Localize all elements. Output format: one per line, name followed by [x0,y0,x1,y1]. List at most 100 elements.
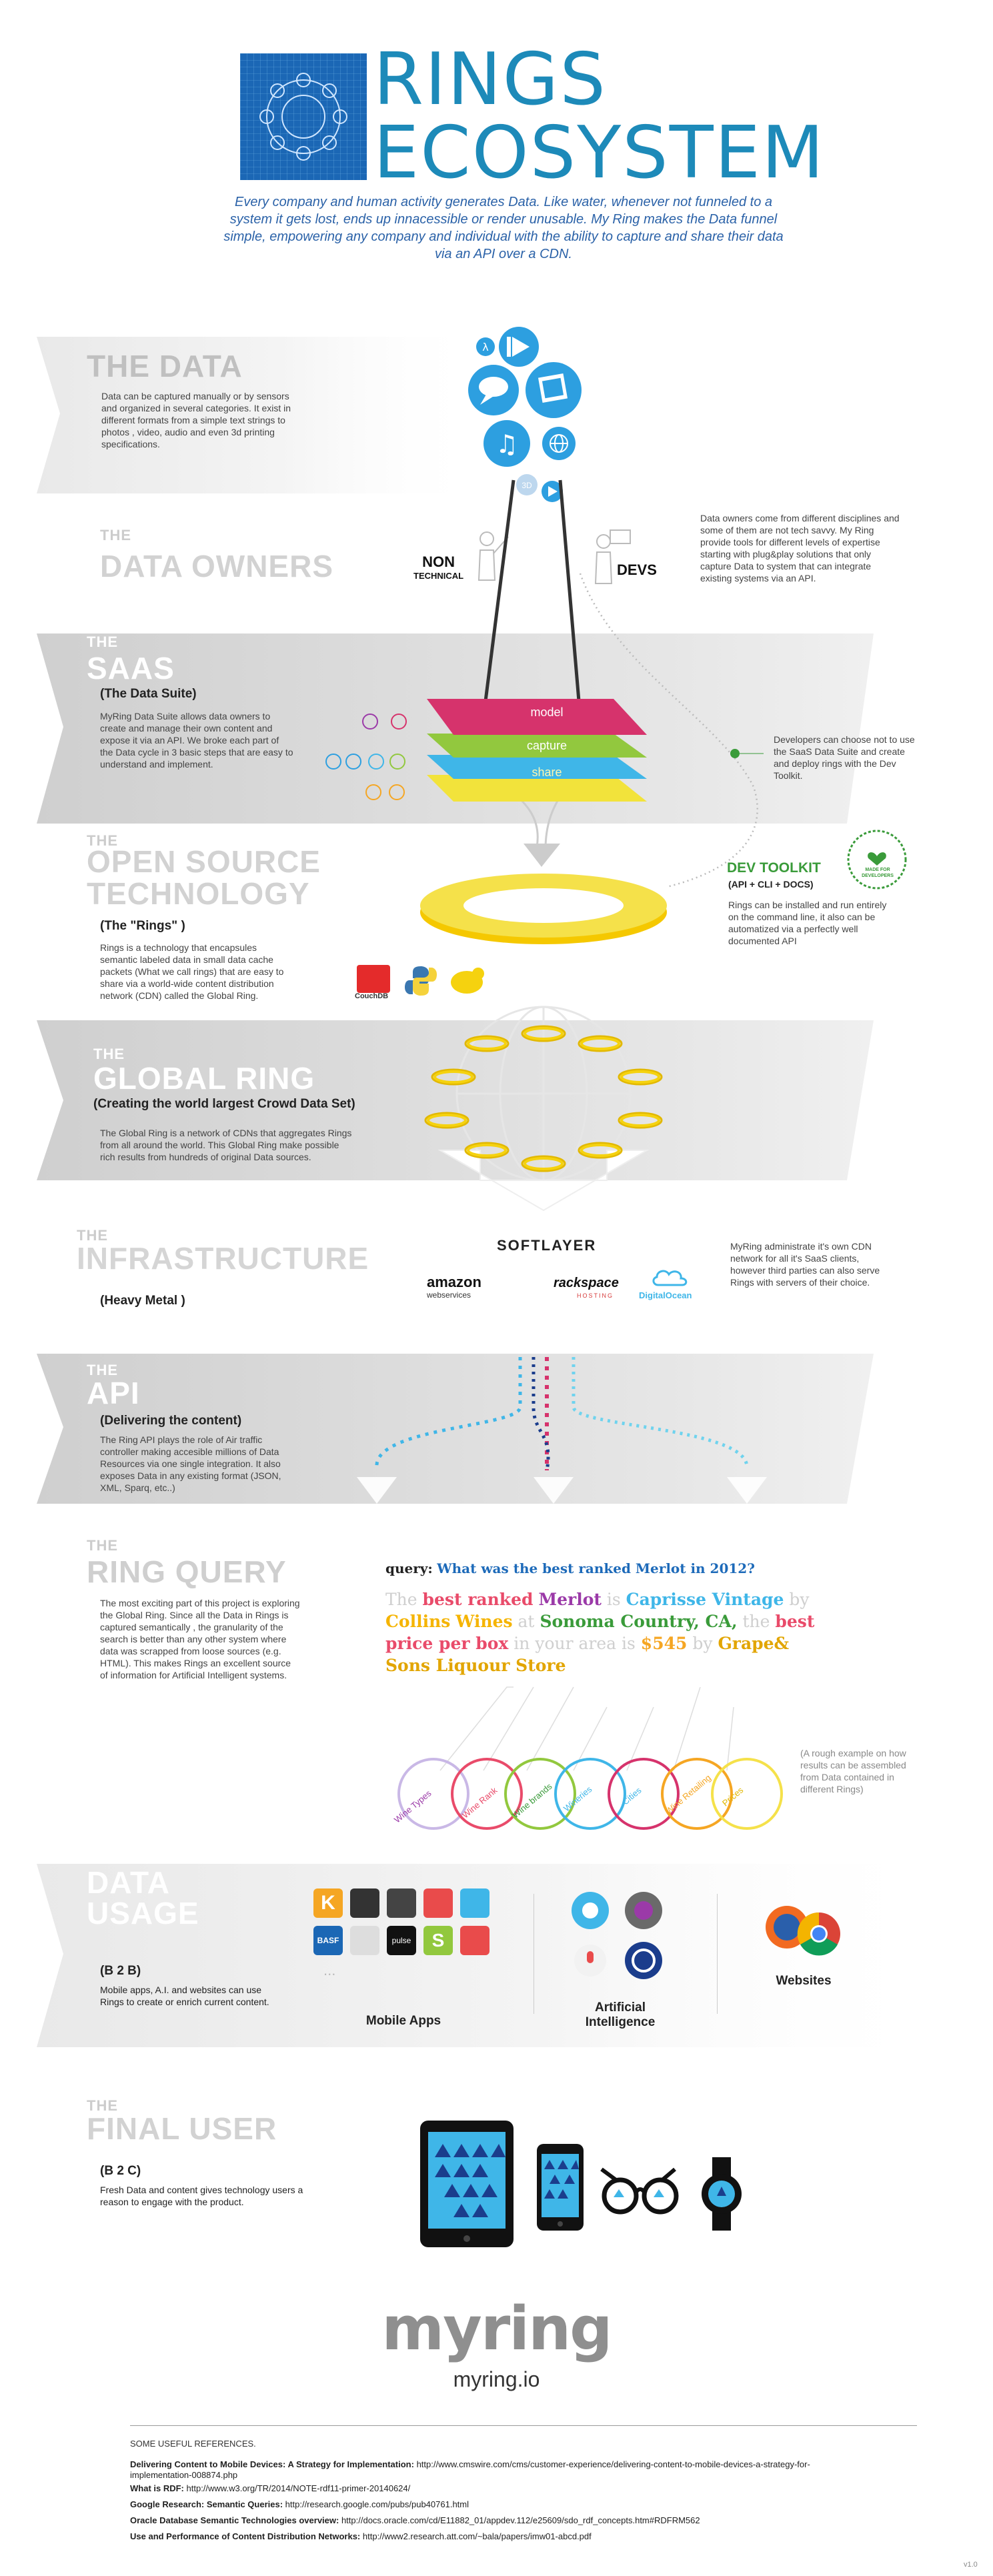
page-title: RINGS ECOSYSTEM [373,43,825,190]
query-answer: The best ranked Merlot is Caprisse Vinta… [385,1590,815,1675]
couchdb-logo-icon [357,965,390,993]
ai-icons [572,1892,662,1979]
devs-label: DEVS [617,561,657,578]
capture-label: capture [526,739,568,752]
section-subtitle: (The Data Suite) [100,687,197,701]
section-title: RING QUERY [87,1554,287,1589]
mobile-apps-label: Mobile Apps [365,2014,441,2028]
app-basf-icon: BASF [313,1926,343,1955]
divider [717,1894,718,2014]
section-title: THE DATA [87,349,243,383]
section-kicker: THE [100,527,131,543]
title-line-2: ECOSYSTEM [373,111,826,195]
section-kicker: THE [87,1362,118,1378]
dev-toolkit-sub: (API + CLI + DOCS) [728,879,814,890]
3d-icon [516,474,538,495]
reference-item: Delivering Content to Mobile Devices: A … [130,2459,810,2480]
more-apps-dots: ... [323,1962,336,1979]
websites-label: Websites [776,1974,832,1988]
share-layer [427,775,647,802]
data-format-icons: λ ♫ 3D [468,327,582,502]
drop-icon [391,714,407,730]
model-label: model [530,706,564,719]
section-body: Data can be captured manually or by sens… [101,391,291,449]
digitalocean-logo: DigitalOcean [639,1290,692,1300]
section-body: Fresh Data and content gives technology … [100,2185,303,2207]
query-line: query: What was the best ranked Merlot i… [385,1560,755,1576]
query-label: query: [385,1560,433,1576]
reference-item: What is RDF: http://www.w3.org/TR/2014/N… [130,2483,411,2493]
sun-icon [365,784,381,800]
section-subtitle: (B 2 B) [100,1964,141,1978]
couchdb-label: CouchDB [355,992,389,1000]
section-body: The most exciting part of this project i… [100,1598,300,1680]
section-body: MyRing administrate it's own CDN network… [730,1241,880,1288]
non-technical-label: NON TECHNICAL [413,553,464,581]
section-body: Rings is a technology that encapsules se… [100,942,284,1001]
myring-url: myring.io [453,2367,540,2391]
section-title: OPEN SOURCE TECHNOLOGY [87,844,321,911]
section-kicker: THE [87,633,118,650]
section-body: Mobile apps, A.I. and websites can use R… [100,1985,269,2007]
section-title: GLOBAL RING [93,1061,315,1096]
share-label: share [532,766,562,779]
thermo-icon [345,754,361,770]
app-s-icon: S [423,1926,453,1955]
dev-toolkit-body: Rings can be installed and run entirely … [728,900,887,946]
app-k-icon: K [313,1888,343,1918]
dev-note: Developers can choose not to use the Saa… [774,734,915,781]
data-suite-layers [427,699,647,802]
lambda-icon [476,337,495,356]
softlayer-logo: SOFTLAYER [497,1237,597,1254]
query-note: (A rough example on how results can be a… [800,1748,906,1794]
app-tripadvisor-icon [350,1888,379,1918]
capture-layer [427,755,647,779]
app-shapes-icon [350,1926,379,1955]
section-title: DATA OWNERS [100,549,334,583]
phone-icon [537,2144,584,2231]
app-netflix-icon [387,1888,416,1918]
intro-text: Every company and human activity generat… [223,195,784,261]
section-subtitle: (The "Rings" ) [100,919,185,933]
umbrella-icon [368,754,384,770]
ring-icon [420,874,667,944]
reference-item: Use and Performance of Content Distribut… [130,2531,592,2541]
app-flipboard-icon [460,1926,489,1955]
watch-icon [325,754,341,770]
sensor-icon [362,714,378,730]
section-title: DATA USAGE [87,1865,199,1930]
rackspace-logo: rackspace [554,1276,619,1290]
section-body: Data owners come from different discipli… [700,513,900,583]
glasses-icon [600,2167,679,2215]
section-title: FINAL USER [87,2111,277,2146]
hadoop-logo-icon [451,968,484,994]
reference-item: Google Research: Semantic Queries: http:… [130,2499,469,2509]
section-kicker: THE [93,1046,125,1062]
section-subtitle: (B 2 C) [100,2164,141,2178]
blueprint-logo-icon [240,53,367,180]
badge-label: MADE FOR DEVELOPERS [862,868,894,878]
device-icons [325,714,407,800]
references-heading: SOME USEFUL REFERENCES. [130,2439,256,2449]
section-body: MyRing Data Suite allows data owners to … [100,711,293,770]
rackspace-sub: HOSTING [577,1292,614,1299]
model-layer [427,699,647,735]
section-kicker: THE [77,1227,108,1244]
final-user-devices [420,2121,742,2247]
app-maps-icon [423,1888,453,1918]
query-rings [397,1686,783,1830]
svg-text:3D: 3D [522,481,532,490]
python-logo-icon [405,966,437,996]
svg-text:λ: λ [482,341,488,353]
capture-layer-green [427,734,647,758]
section-title: SAAS [87,651,175,686]
ai-label: Artificial Intelligence [585,2001,656,2029]
developer-person-icon [594,529,631,584]
tablet-icon [420,2121,514,2247]
divider [130,2425,917,2426]
api-distribution-arrows [357,1357,767,1504]
cortana-icon [625,1942,662,1979]
smartwatch-icon [702,2157,742,2231]
section-body: The Ring API plays the role of Air traff… [100,1434,281,1493]
